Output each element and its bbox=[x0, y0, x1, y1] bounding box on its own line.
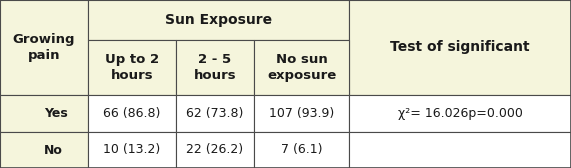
Text: Yes: Yes bbox=[44, 107, 68, 120]
Bar bbox=[254, 95, 349, 132]
Bar bbox=[349, 132, 571, 168]
Text: 2 - 5
hours: 2 - 5 hours bbox=[194, 53, 236, 82]
Text: Test of significant: Test of significant bbox=[390, 40, 530, 54]
Bar bbox=[349, 0, 571, 95]
Text: Sun Exposure: Sun Exposure bbox=[165, 13, 272, 27]
Text: 107 (93.9): 107 (93.9) bbox=[269, 107, 334, 120]
Text: 22 (26.2): 22 (26.2) bbox=[187, 143, 244, 157]
Bar bbox=[88, 40, 176, 95]
Text: Up to 2
hours: Up to 2 hours bbox=[105, 53, 159, 82]
Bar bbox=[0, 0, 88, 95]
Bar bbox=[254, 132, 349, 168]
Bar bbox=[0, 95, 88, 132]
Bar bbox=[349, 95, 571, 132]
Text: No sun
exposure: No sun exposure bbox=[267, 53, 336, 82]
Bar bbox=[88, 95, 176, 132]
Bar bbox=[176, 132, 254, 168]
Bar bbox=[176, 95, 254, 132]
Bar bbox=[88, 132, 176, 168]
Text: 66 (86.8): 66 (86.8) bbox=[103, 107, 160, 120]
Text: 7 (6.1): 7 (6.1) bbox=[281, 143, 322, 157]
Text: 10 (13.2): 10 (13.2) bbox=[103, 143, 160, 157]
Bar bbox=[254, 40, 349, 95]
Text: χ²= 16.026p=0.000: χ²= 16.026p=0.000 bbox=[397, 107, 522, 120]
Bar bbox=[0, 132, 88, 168]
Text: Growing
pain: Growing pain bbox=[13, 33, 75, 62]
Bar bbox=[88, 0, 349, 40]
Text: 62 (73.8): 62 (73.8) bbox=[186, 107, 244, 120]
Bar bbox=[176, 40, 254, 95]
Text: No: No bbox=[44, 143, 63, 157]
